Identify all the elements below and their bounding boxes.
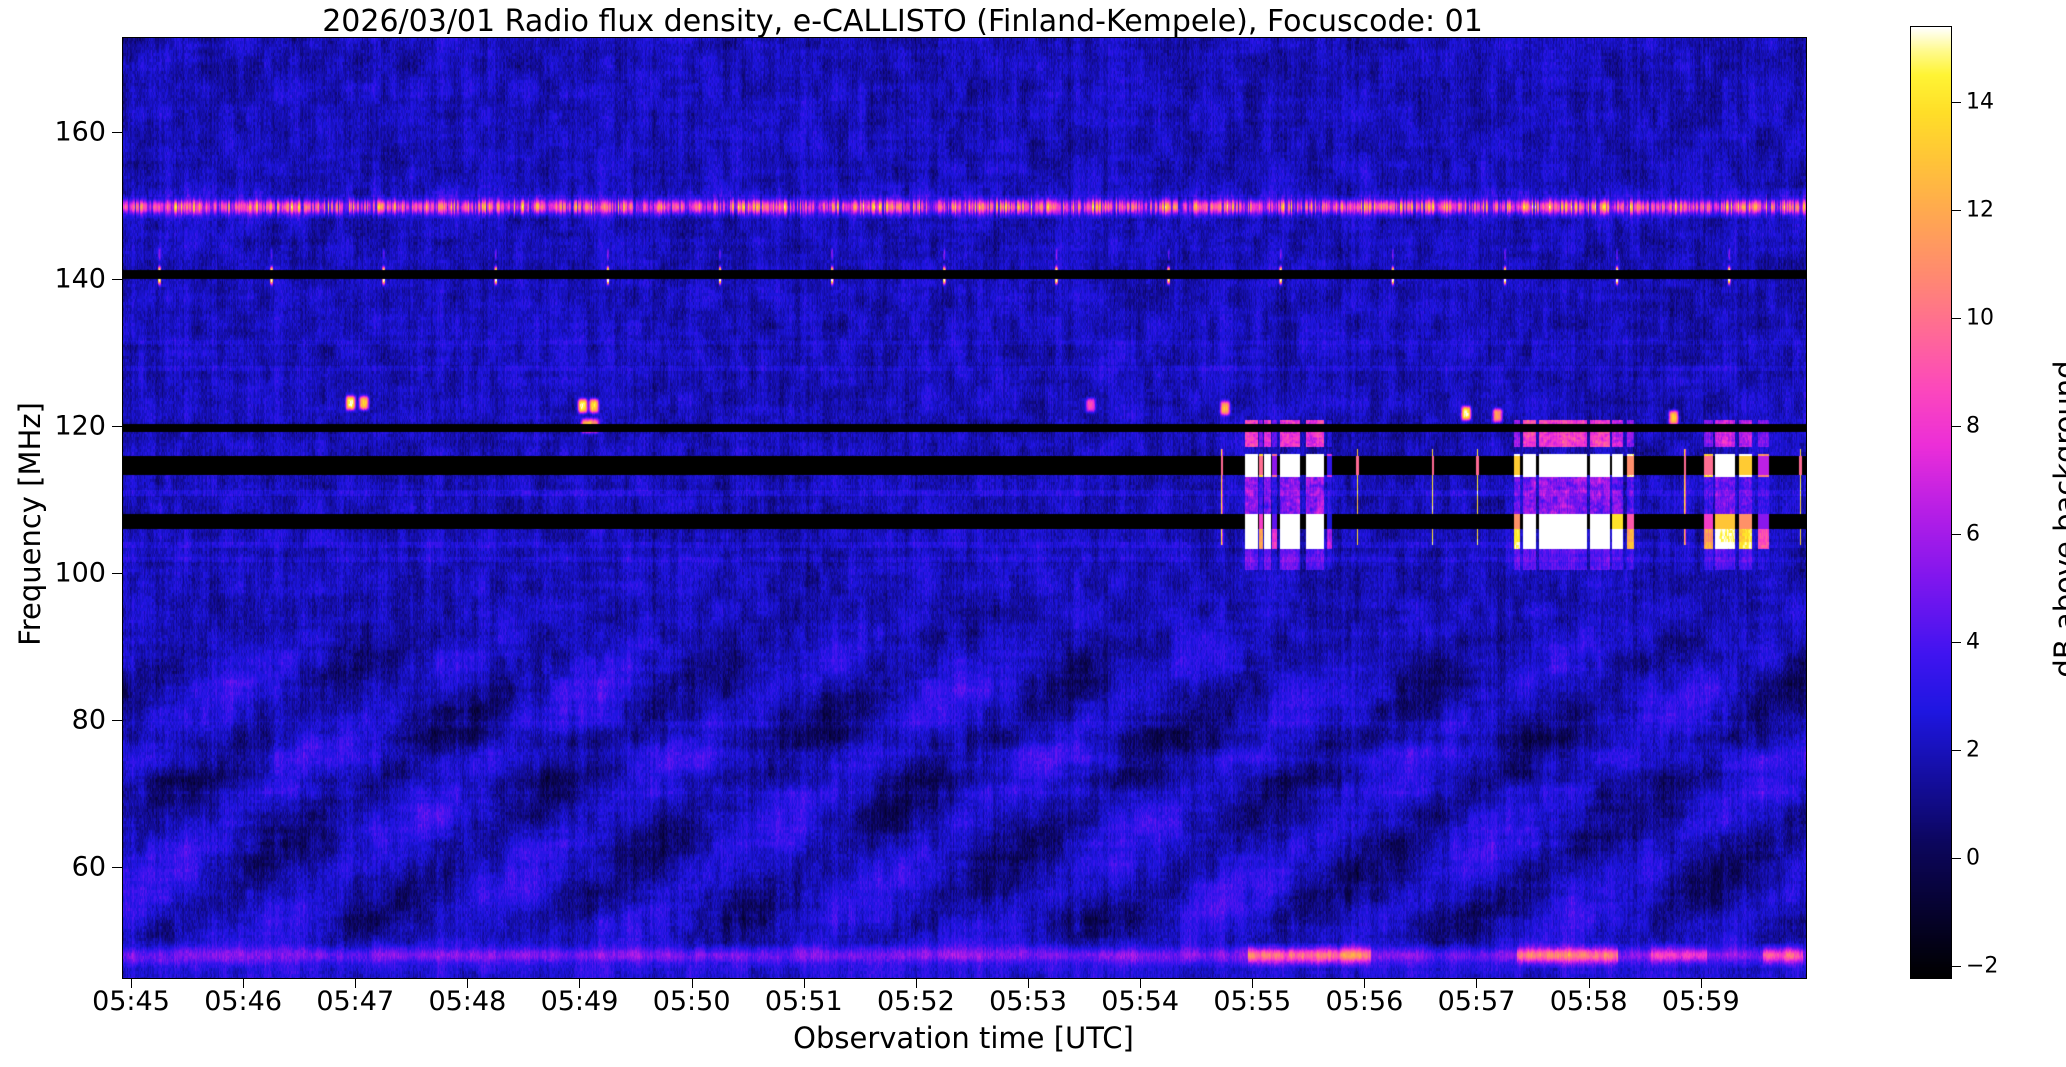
y-tick-mark — [112, 719, 122, 721]
y-tick-mark — [112, 426, 122, 428]
x-tick-label: 05:51 — [764, 986, 843, 1017]
colorbar-tick-mark — [1952, 641, 1961, 643]
colorbar-tick-label: 14 — [1966, 89, 1994, 115]
x-tick-mark — [467, 978, 469, 988]
colorbar — [1910, 26, 1952, 979]
x-tick-mark — [1027, 978, 1029, 988]
x-axis-label: Observation time [UTC] — [793, 1021, 1134, 1055]
x-tick-label: 05:50 — [652, 986, 731, 1017]
x-tick-mark — [1364, 978, 1366, 988]
x-tick-label: 05:57 — [1437, 986, 1516, 1017]
colorbar-tick-label: −2 — [1966, 953, 1999, 979]
x-tick-mark — [915, 978, 917, 988]
y-tick-mark — [112, 279, 122, 281]
x-tick-label: 05:46 — [204, 986, 282, 1017]
x-tick-mark — [1588, 978, 1590, 988]
y-tick-mark — [112, 866, 122, 868]
y-tick-label: 140 — [54, 263, 106, 295]
colorbar-tick-mark — [1952, 966, 1961, 968]
x-tick-label: 05:54 — [1101, 986, 1179, 1017]
x-tick-mark — [579, 978, 581, 988]
colorbar-tick-label: 4 — [1966, 629, 1980, 655]
colorbar-tick-label: 0 — [1966, 845, 1980, 871]
colorbar-tick-label: 2 — [1966, 737, 1980, 763]
colorbar-tick-label: 6 — [1966, 521, 1980, 547]
y-tick-label: 100 — [54, 557, 106, 589]
x-tick-label: 05:58 — [1549, 986, 1628, 1017]
y-tick-mark — [112, 132, 122, 134]
y-tick-label: 160 — [54, 116, 106, 148]
x-tick-mark — [1252, 978, 1254, 988]
colorbar-tick-mark — [1952, 101, 1961, 103]
colorbar-tick-mark — [1952, 750, 1961, 752]
x-tick-label: 05:52 — [876, 986, 955, 1017]
colorbar-tick-mark — [1952, 425, 1961, 427]
x-tick-mark — [355, 978, 357, 988]
colorbar-tick-label: 12 — [1966, 197, 1994, 223]
spectrogram-plot-area — [122, 37, 1807, 979]
x-tick-label: 05:55 — [1213, 986, 1292, 1017]
colorbar-tick-mark — [1952, 209, 1961, 211]
spectrogram-canvas — [123, 38, 1806, 978]
colorbar-tick-mark — [1952, 858, 1961, 860]
x-tick-mark — [243, 978, 245, 988]
x-tick-mark — [1700, 978, 1702, 988]
page-title: 2026/03/01 Radio flux density, e-CALLIST… — [322, 4, 1483, 39]
y-tick-label: 120 — [54, 410, 106, 442]
y-tick-mark — [112, 573, 122, 575]
x-tick-mark — [130, 978, 132, 988]
y-tick-label: 60 — [71, 851, 106, 883]
colorbar-tick-mark — [1952, 317, 1961, 319]
x-tick-label: 05:53 — [989, 986, 1067, 1017]
colorbar-tick-label: 10 — [1966, 305, 1994, 331]
colorbar-tick-label: 8 — [1966, 413, 1980, 439]
x-tick-label: 05:48 — [428, 986, 507, 1017]
x-tick-label: 05:49 — [540, 986, 619, 1017]
x-tick-label: 05:45 — [92, 986, 170, 1017]
x-tick-mark — [691, 978, 693, 988]
x-tick-mark — [803, 978, 805, 988]
x-tick-label: 05:59 — [1661, 986, 1740, 1017]
x-tick-mark — [1140, 978, 1142, 988]
y-tick-label: 80 — [71, 704, 106, 736]
x-tick-label: 05:47 — [316, 986, 395, 1017]
colorbar-tick-mark — [1952, 533, 1961, 535]
colorbar-gradient — [1911, 27, 1951, 978]
colorbar-label: dB above background — [2048, 360, 2066, 678]
x-tick-label: 05:56 — [1325, 986, 1404, 1017]
x-tick-mark — [1476, 978, 1478, 988]
